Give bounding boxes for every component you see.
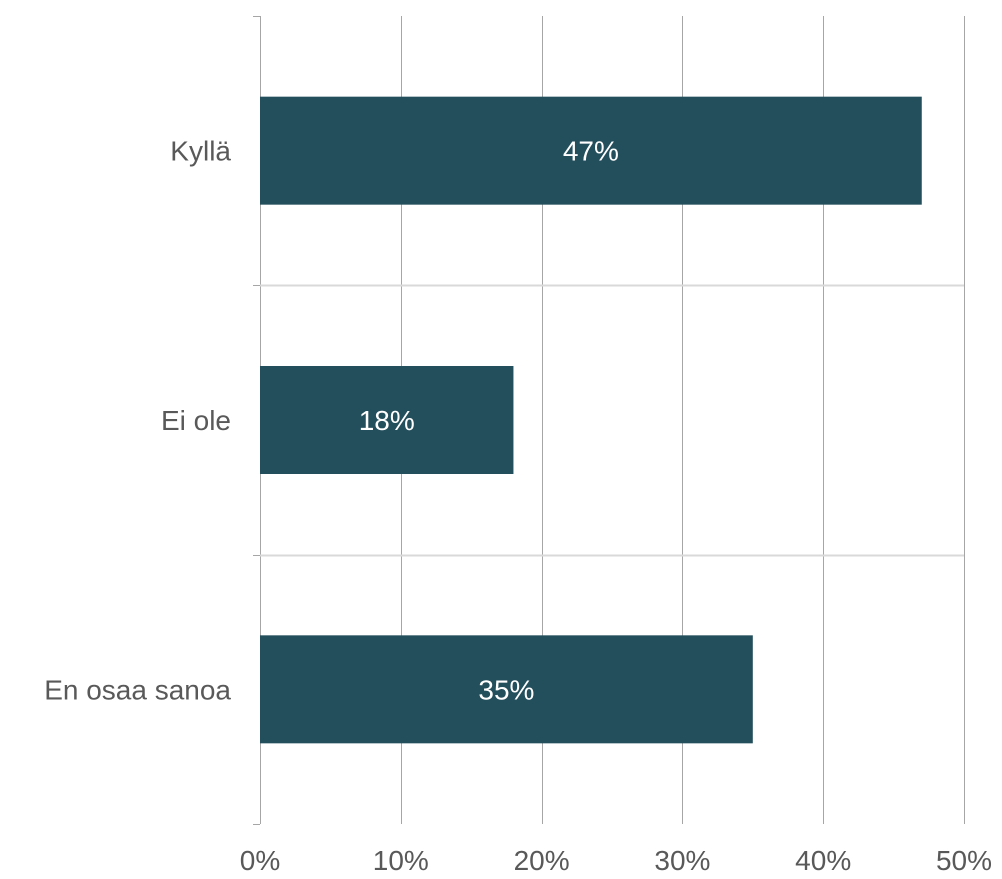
x-tick-label: 20%	[514, 845, 570, 876]
x-tick-label: 10%	[373, 845, 429, 876]
x-tick-label: 40%	[795, 845, 851, 876]
data-label: 47%	[563, 136, 619, 167]
bar	[260, 635, 753, 744]
bars-layer	[260, 96, 922, 744]
category-label: Ei ole	[161, 405, 231, 436]
bar	[260, 366, 514, 474]
x-tick-label: 0%	[240, 845, 280, 876]
x-tick-label: 30%	[654, 845, 710, 876]
labels-layer: 0% 10% 20% 30% 40% 50% 47% Kyllä 18% Ei ole 35% En …	[44, 136, 992, 876]
data-label: 35%	[478, 674, 534, 705]
data-label: 18%	[359, 405, 415, 436]
category-label: En osaa sanoa	[44, 674, 231, 705]
category-label: Kyllä	[170, 136, 231, 167]
x-tick-label: 50%	[936, 845, 992, 876]
bar	[260, 96, 922, 205]
